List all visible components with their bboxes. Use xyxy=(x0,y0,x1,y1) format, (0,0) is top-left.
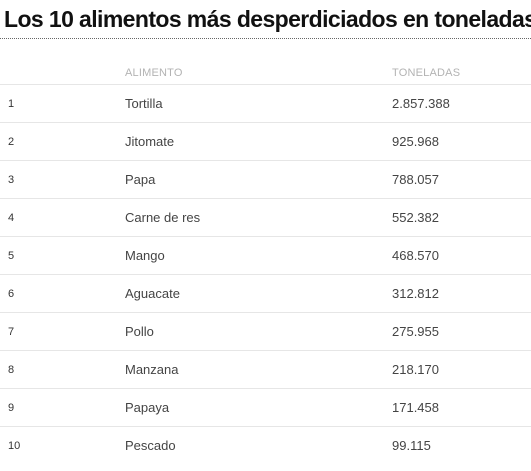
title-divider xyxy=(0,38,531,39)
table-row: 6 Aguacate 312.812 xyxy=(0,274,531,313)
rank-cell: 9 xyxy=(0,388,125,427)
table-row: 8 Manzana 218.170 xyxy=(0,350,531,389)
food-cell: Tortilla xyxy=(125,84,392,123)
table-row: 1 Tortilla 2.857.388 xyxy=(0,84,531,123)
table-row: 2 Jitomate 925.968 xyxy=(0,122,531,161)
rank-cell: 8 xyxy=(0,350,125,389)
rank-cell: 5 xyxy=(0,236,125,275)
rank-cell: 3 xyxy=(0,160,125,199)
table-header-row: ALIMENTO TONELADAS xyxy=(0,62,531,85)
table-row: 5 Mango 468.570 xyxy=(0,236,531,275)
rank-cell: 2 xyxy=(0,122,125,161)
tons-cell: 218.170 xyxy=(392,350,531,389)
food-cell: Carne de res xyxy=(125,198,392,237)
food-cell: Jitomate xyxy=(125,122,392,161)
tons-cell: 99.115 xyxy=(392,438,431,453)
food-cell: Papa xyxy=(125,160,392,199)
column-header-rank xyxy=(0,62,125,85)
rank-cell: 6 xyxy=(0,274,125,313)
tons-cell: 312.812 xyxy=(392,274,531,313)
tons-cell: 925.968 xyxy=(392,122,531,161)
tons-cell: 468.570 xyxy=(392,236,531,275)
table-row: 7 Pollo 275.955 xyxy=(0,312,531,351)
food-cell: Mango xyxy=(125,236,392,275)
rank-cell: 10 xyxy=(8,439,21,452)
rank-cell: 7 xyxy=(0,312,125,351)
table-row: 3 Papa 788.057 xyxy=(0,160,531,199)
table-row: 10 Pescado 99.115 xyxy=(0,427,531,465)
table-row: 9 Papaya 171.458 xyxy=(0,388,531,427)
rank-cell: 1 xyxy=(0,84,125,123)
food-cell: Pescado xyxy=(125,438,176,453)
food-waste-table: ALIMENTO TONELADAS 1 Tortilla 2.857.388 … xyxy=(0,62,531,464)
food-cell: Papaya xyxy=(125,388,392,427)
page-title: Los 10 alimentos más desperdiciados en t… xyxy=(4,6,531,32)
tons-cell: 552.382 xyxy=(392,198,531,237)
column-header-food: ALIMENTO xyxy=(125,62,392,85)
tons-cell: 2.857.388 xyxy=(392,84,531,123)
tons-cell: 788.057 xyxy=(392,160,531,199)
tons-cell: 171.458 xyxy=(392,388,531,427)
food-cell: Pollo xyxy=(125,312,392,351)
column-header-tons: TONELADAS xyxy=(392,62,531,85)
food-cell: Aguacate xyxy=(125,274,392,313)
table-row: 4 Carne de res 552.382 xyxy=(0,198,531,237)
rank-cell: 4 xyxy=(0,198,125,237)
food-cell: Manzana xyxy=(125,350,392,389)
tons-cell: 275.955 xyxy=(392,312,531,351)
